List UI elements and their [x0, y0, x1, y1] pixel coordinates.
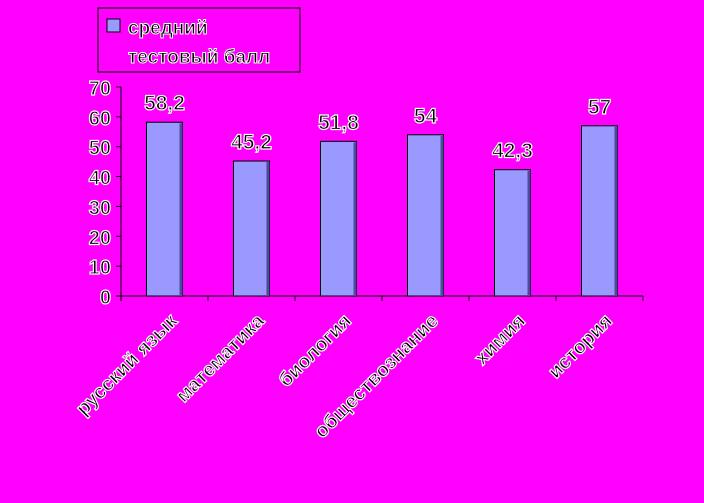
data-label: 45,2 [231, 131, 272, 154]
data-labels: 58,2 45,2 51,8 54 42,3 57 [143, 92, 611, 164]
data-label: 57 [588, 96, 611, 119]
y-tick-label: 0 [100, 287, 111, 309]
category-label: математика [172, 309, 270, 407]
data-label: 51,8 [318, 111, 359, 134]
legend: средний тестовый балл [97, 7, 301, 73]
legend-box [97, 7, 301, 73]
data-label: 42,3 [492, 140, 533, 163]
category-label: русский язык [72, 309, 183, 420]
category-label: химия [471, 310, 531, 370]
y-tick-label: 40 [89, 168, 111, 190]
bar [233, 160, 270, 297]
legend-label-line-1: средний [128, 18, 208, 39]
category-label: история [544, 310, 617, 383]
bar-shadow [527, 170, 531, 296]
bar-shadow [179, 123, 183, 296]
bar [146, 121, 183, 297]
category-label: биология [274, 310, 356, 392]
y-tick-label: 30 [89, 197, 111, 219]
bars [146, 121, 618, 297]
bar-shadow [614, 126, 618, 296]
y-axis: 0 10 20 30 40 50 60 70 [88, 77, 122, 310]
legend-swatch [106, 18, 121, 33]
bar-shadow [266, 162, 270, 296]
y-tick-label: 50 [89, 138, 111, 160]
bar [407, 134, 444, 297]
bar [320, 140, 357, 297]
bar-shadow [353, 142, 357, 296]
data-label: 54 [414, 105, 438, 128]
bar [581, 125, 618, 297]
y-tick-label: 60 [89, 108, 111, 130]
y-tick-label: 20 [89, 227, 111, 249]
data-label: 58,2 [144, 92, 185, 115]
x-axis [120, 295, 644, 301]
legend-label-line-2: тестовый балл [128, 47, 270, 68]
y-tick-label: 10 [89, 257, 111, 279]
y-tick-label: 70 [89, 78, 111, 100]
bar-shadow [440, 135, 444, 296]
bar [494, 169, 531, 297]
